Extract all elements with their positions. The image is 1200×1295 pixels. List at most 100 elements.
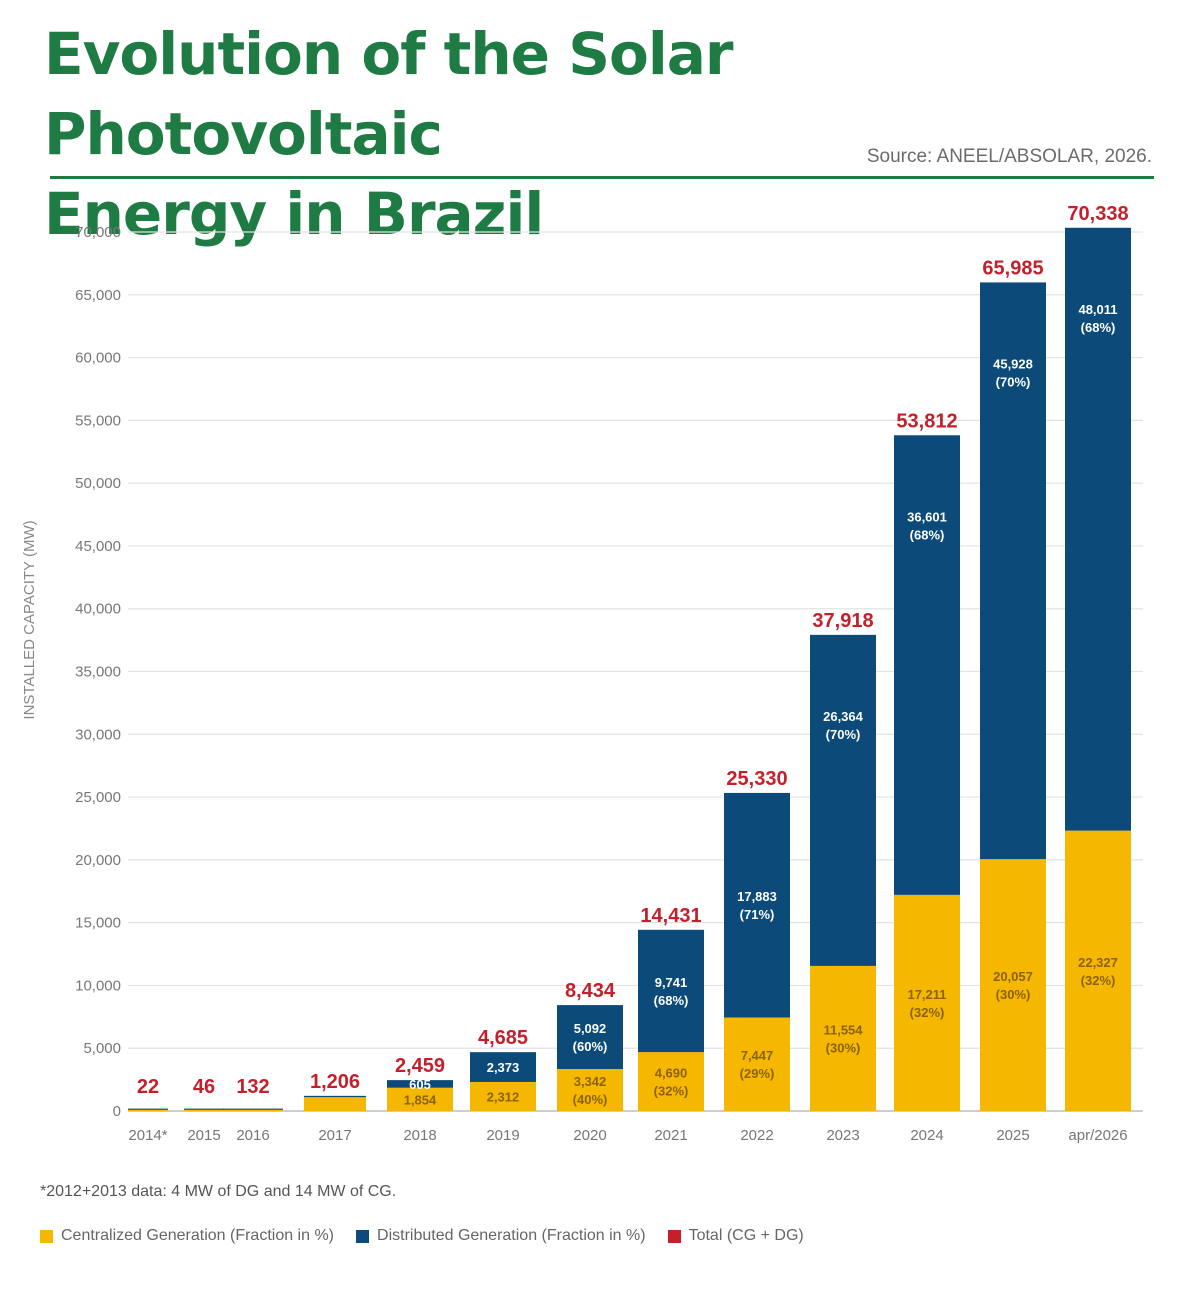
legend-item-total: Total (CG + DG) — [667, 1227, 804, 1245]
y-tick-label: 40,000 — [75, 601, 121, 618]
y-tick-label: 50,000 — [75, 475, 121, 492]
footnote: *2012+2013 data: 4 MW of DG and 14 MW of… — [40, 1183, 397, 1200]
y-tick-label: 70,000 — [75, 224, 121, 241]
legend-swatch-total — [667, 1229, 681, 1243]
bar-centralized — [470, 1081, 536, 1111]
legend-label-distributed: Distributed Generation (Fraction in %) — [377, 1227, 646, 1244]
x-tick-label: 2018 — [403, 1127, 436, 1144]
y-tick-label: 0 — [113, 1103, 121, 1120]
bar-distributed — [470, 1052, 536, 1082]
data-label-total: 37,918 — [812, 610, 873, 632]
y-tick-label: 55,000 — [75, 412, 121, 429]
x-tick-label: 2023 — [826, 1127, 859, 1144]
legend-item-centralized: Centralized Generation (Fraction in %) — [40, 1227, 334, 1245]
chart-title: Evolution of the Solar Photovoltaic Ener… — [44, 14, 1144, 254]
bar-centralized — [557, 1069, 623, 1111]
data-label-distributed: 48,011 (68%) — [1078, 302, 1117, 335]
data-label-centralized: 2,312 — [487, 1089, 520, 1104]
data-label-distributed: 9,741 (68%) — [654, 975, 689, 1008]
stacked-bar-chart: 0 5,000 10,000 15,000 20,000 25,000 30,000 35,0… — [21, 203, 1143, 1144]
bar-centralized — [387, 1087, 453, 1111]
bar-distributed — [724, 792, 790, 1018]
data-label-distributed: 5,092 (60%) — [573, 1021, 608, 1054]
bar-centralized — [810, 965, 876, 1111]
data-label-distributed: 17,883 (71%) — [737, 889, 777, 922]
y-tick-label: 15,000 — [75, 915, 121, 932]
data-label-total: 4,685 — [478, 1027, 528, 1049]
x-tick-label: 2015 — [187, 1127, 220, 1144]
x-tick-label: 2016 — [236, 1127, 269, 1144]
y-tick-label: 10,000 — [75, 977, 121, 994]
data-label-total: 8,434 — [565, 980, 616, 1002]
data-label-distributed: 2,373 — [487, 1060, 520, 1075]
bar-centralized — [1065, 830, 1131, 1111]
data-label-centralized: 3,342 (40%) — [573, 1074, 608, 1107]
y-tick-label: 20,000 — [75, 852, 121, 869]
data-label-total: 65,985 — [982, 257, 1043, 279]
bar-centralized — [223, 1109, 283, 1111]
x-tick-label: 2020 — [573, 1127, 606, 1144]
x-tick-label: apr/2026 — [1068, 1127, 1127, 1144]
data-label-distributed: 605 — [409, 1077, 431, 1092]
bar-distributed — [1065, 227, 1131, 831]
x-tick-label: 2021 — [654, 1127, 687, 1144]
legend: Centralized Generation (Fraction in %) D… — [40, 1227, 804, 1245]
data-label-distributed: 45,928 (70%) — [993, 356, 1033, 389]
legend-item-distributed: Distributed Generation (Fraction in %) — [356, 1227, 646, 1245]
bar-distributed — [810, 634, 876, 966]
data-label-total: 132 — [236, 1076, 269, 1098]
y-tick-label: 35,000 — [75, 664, 121, 681]
bar-centralized — [724, 1017, 790, 1111]
bar-distributed — [638, 929, 704, 1053]
y-tick-label: 65,000 — [75, 287, 121, 304]
legend-swatch-centralized — [40, 1229, 53, 1243]
legend-label-centralized: Centralized Generation (Fraction in %) — [61, 1227, 335, 1244]
bar-centralized — [894, 894, 960, 1111]
title-divider — [50, 176, 1154, 179]
data-label-total: 2,459 — [395, 1055, 445, 1077]
y-tick-label: 45,000 — [75, 538, 121, 555]
bar-distributed — [304, 1095, 366, 1098]
bar-distributed — [894, 435, 960, 895]
chart-title-line-2: Energy in Brazil — [44, 180, 544, 248]
bar-centralized — [304, 1097, 366, 1111]
bar-distributed — [557, 1005, 623, 1070]
y-tick-label: 30,000 — [75, 726, 121, 743]
chart-title-line-1: Evolution of the Solar Photovoltaic — [44, 20, 733, 168]
bar-centralized — [184, 1109, 224, 1111]
bar-centralized — [638, 1052, 704, 1111]
bar-distributed — [387, 1080, 453, 1088]
x-tick-label: 2022 — [740, 1127, 773, 1144]
x-tick-label: 2019 — [486, 1127, 519, 1144]
y-tick-label: 5,000 — [83, 1040, 121, 1057]
data-label-total: 70,338 — [1067, 203, 1128, 225]
bar-distributed — [223, 1108, 283, 1110]
data-label-centralized: 20,057 (30%) — [993, 969, 1033, 1002]
y-axis-label: INSTALLED CAPACITY (MW) — [21, 520, 38, 719]
legend-label-total: Total (CG + DG) — [688, 1227, 804, 1244]
data-label-centralized: 22,327 (32%) — [1078, 955, 1118, 988]
data-label-total: 46 — [193, 1076, 215, 1098]
bar-centralized — [128, 1109, 168, 1111]
x-tick-label: 2014* — [128, 1127, 167, 1144]
source-note: Source: ANEEL/ABSOLAR, 2026. — [866, 146, 1152, 167]
x-tick-label: 2017 — [318, 1127, 351, 1144]
legend-swatch-distributed — [356, 1229, 370, 1243]
data-label-distributed: 36,601 (68%) — [907, 509, 947, 542]
data-label-total: 22 — [137, 1076, 159, 1098]
data-label-distributed: 26,364 (70%) — [823, 709, 864, 742]
data-label-centralized: 1,854 — [404, 1092, 437, 1107]
x-tick-label: 2024 — [910, 1127, 943, 1144]
bar-distributed — [980, 282, 1046, 860]
y-tick-label: 60,000 — [75, 350, 121, 367]
data-label-centralized: 4,690 (32%) — [654, 1066, 689, 1099]
x-tick-label: 2025 — [996, 1127, 1029, 1144]
data-label-total: 1,206 — [310, 1071, 360, 1093]
data-label-total: 53,812 — [896, 410, 957, 432]
y-tick-label: 25,000 — [75, 789, 121, 806]
data-label-centralized: 17,211 (32%) — [907, 987, 946, 1020]
data-label-centralized: 7,447 (29%) — [740, 1048, 775, 1081]
bar-distributed — [128, 1108, 168, 1110]
bar-centralized — [980, 859, 1046, 1111]
data-label-total: 25,330 — [726, 768, 787, 790]
